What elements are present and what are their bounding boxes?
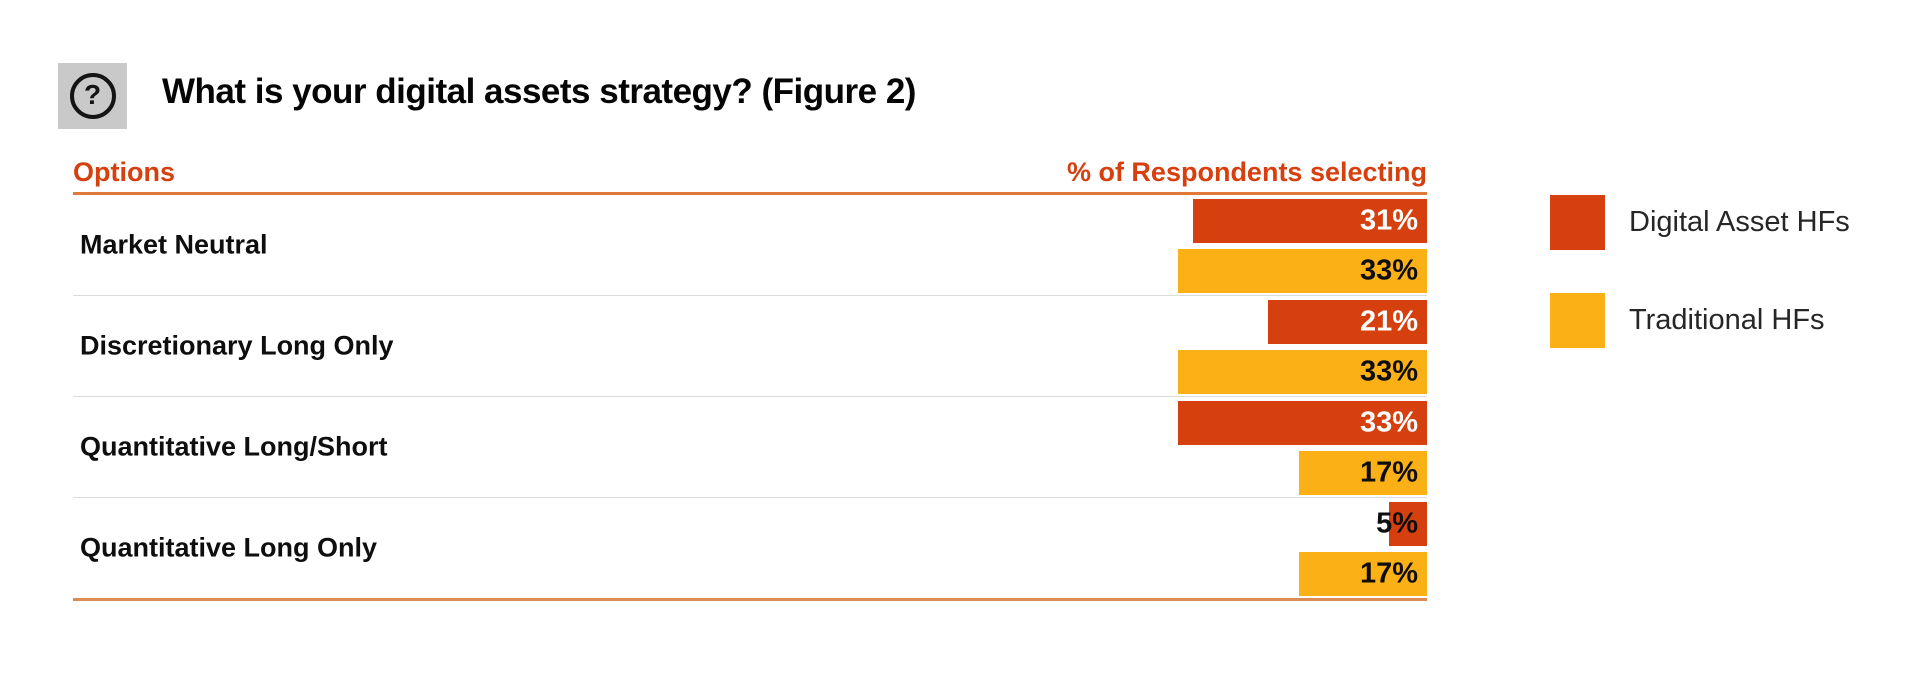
bar-digital-asset-hfs: 21%: [1268, 300, 1427, 344]
bar-traditional-hfs: 17%: [1299, 451, 1427, 495]
table-row: Market Neutral 31% 33%: [73, 195, 1427, 296]
bar-digital-asset-hfs: 33%: [1178, 401, 1427, 445]
legend-swatch-digital: [1550, 195, 1605, 250]
options-column-header: Options: [73, 157, 175, 187]
bar-value: 5%: [1376, 507, 1418, 540]
bar-value: 17%: [1359, 557, 1418, 590]
row-label: Market Neutral: [80, 229, 268, 260]
question-glyph: ?: [83, 79, 102, 110]
bar-traditional-hfs: 33%: [1178, 249, 1427, 293]
row-label: Quantitative Long/Short: [80, 431, 388, 462]
question-icon: ?: [58, 63, 127, 129]
legend-label-traditional: Traditional HFs: [1629, 304, 1825, 336]
legend-item-traditional: Traditional HFs: [1550, 293, 1850, 348]
table-row: Quantitative Long Only 5% 17%: [73, 498, 1427, 601]
percent-column-header: % of Respondents selecting: [1066, 157, 1427, 187]
bar-value: 31%: [1359, 204, 1418, 237]
bar-value: 33%: [1359, 406, 1418, 439]
bar-value: 21%: [1359, 305, 1418, 338]
row-label: Quantitative Long Only: [80, 532, 378, 563]
table-header-row: Options % of Respondents selecting: [73, 152, 1427, 195]
page-title: What is your digital assets strategy? (F…: [162, 72, 916, 111]
legend-item-digital: Digital Asset HFs: [1550, 195, 1850, 250]
table-row: Quantitative Long/Short 33% 17%: [73, 397, 1427, 498]
legend: Digital Asset HFs Traditional HFs: [1550, 195, 1850, 391]
bar-traditional-hfs: 33%: [1178, 350, 1427, 394]
bar-value: 33%: [1359, 254, 1418, 287]
table-rows: Market Neutral 31% 33% Discretionary Long O…: [73, 195, 1427, 601]
bar-traditional-hfs: 17%: [1299, 552, 1427, 596]
bar-value: 33%: [1359, 355, 1418, 388]
legend-swatch-traditional: [1550, 293, 1605, 348]
bar-value: 17%: [1359, 456, 1418, 489]
row-label: Discretionary Long Only: [80, 330, 394, 361]
table-row: Discretionary Long Only 21% 33%: [73, 296, 1427, 397]
bar-digital-asset-hfs: 31%: [1193, 199, 1427, 243]
legend-label-digital: Digital Asset HFs: [1629, 206, 1850, 238]
question-circle-icon: ?: [69, 73, 116, 119]
results-table: Options % of Respondents selecting Marke…: [73, 152, 1427, 601]
bar-digital-asset-hfs: 5%: [1376, 502, 1427, 546]
